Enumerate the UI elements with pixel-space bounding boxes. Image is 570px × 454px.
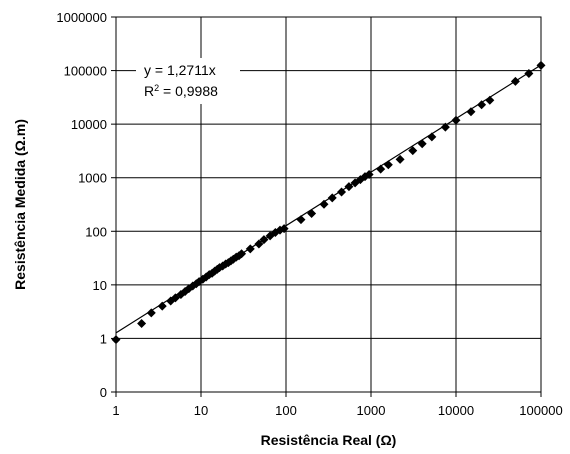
data-point [477,100,487,110]
data-point [364,169,374,179]
x-tick-label: 100 [275,403,297,418]
data-point [307,208,317,218]
r-squared-superscript: 2 [154,83,159,93]
data-point [146,308,156,318]
y-tick-label: 1 [100,331,107,346]
x-tick-label: 1000 [357,403,386,418]
x-axis-ticks: 1 10 100 1000 10000 100000 [112,392,563,418]
grid-lines [116,17,541,392]
y-tick-label: 1000 [78,171,107,186]
y-tick-label: 10 [93,278,107,293]
y-axis-title: Resistência Medida (Ω.m) [12,119,28,290]
y-tick-label: 0 [100,385,107,400]
data-point [466,107,476,117]
data-point [510,76,520,86]
data-point [157,301,167,311]
trendline-equation: y = 1,2711x [144,62,216,78]
data-point [383,160,393,170]
data-point [417,139,427,149]
data-point [485,95,495,105]
data-point [259,235,269,245]
data-point [237,249,247,259]
data-point [337,187,347,197]
y-tick-label: 100000 [64,64,107,79]
data-point [427,132,437,142]
r-squared-symbol: R [144,83,154,99]
data-point [344,182,354,192]
y-axis-ticks: 0 1 10 100 1000 10000 100000 1000000 [56,10,116,400]
data-point [137,318,147,328]
data-point [408,146,418,156]
x-tick-label: 10000 [438,403,474,418]
data-point [395,154,405,164]
data-point [279,224,289,234]
x-tick-label: 100000 [519,403,562,418]
data-point [440,122,450,132]
x-tick-label: 10 [194,403,208,418]
data-point [327,193,337,203]
data-point [296,215,306,225]
equation-box [136,58,240,104]
data-point [111,335,121,345]
data-point [451,115,461,125]
data-point [254,239,264,249]
r-squared-value: = 0,9988 [159,83,218,99]
data-point [524,69,534,79]
data-point [376,164,386,174]
data-points [111,60,546,345]
y-tick-label: 1000000 [56,10,107,25]
x-tick-label: 1 [112,403,119,418]
data-point [245,244,255,254]
x-axis-title: Resistência Real (Ω) [261,432,397,448]
r-squared-label: R2 = 0,9988 [144,83,218,99]
data-point [319,199,329,209]
y-tick-label: 10000 [71,117,107,132]
data-point [536,60,546,70]
plot-area-frame [115,16,542,393]
y-tick-label: 100 [85,224,107,239]
